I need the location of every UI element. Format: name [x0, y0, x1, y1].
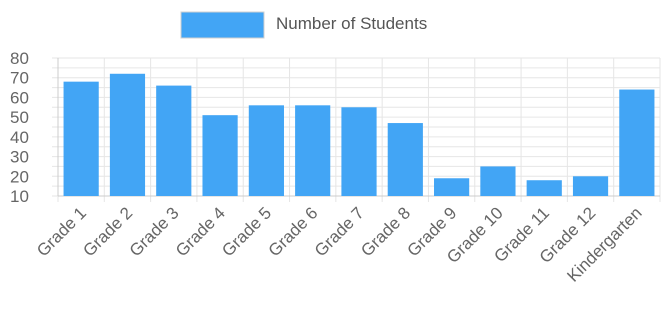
x-tick-label: Grade 2	[79, 203, 136, 260]
legend-label-number-of-students: Number of Students	[276, 14, 427, 33]
y-tick-label: 80	[10, 49, 29, 68]
y-tick-label: 70	[10, 69, 29, 88]
y-tick-label: 50	[10, 108, 29, 127]
bar-grade-11[interactable]	[526, 180, 562, 196]
bar-kindergarten[interactable]	[619, 89, 655, 196]
chart-bars	[63, 73, 655, 196]
x-tick-label: Grade 6	[265, 203, 322, 260]
x-tick-label: Grade 1	[33, 203, 90, 260]
x-tick-label: Grade 7	[311, 203, 368, 260]
y-tick-label: 60	[10, 88, 29, 107]
chart-legend[interactable]: Number of Students	[180, 11, 427, 39]
bar-grade-5[interactable]	[248, 105, 284, 196]
x-tick-label: Grade 5	[218, 203, 275, 260]
bar-grade-7[interactable]	[341, 107, 377, 196]
y-tick-label: 20	[10, 167, 29, 186]
bar-grade-10[interactable]	[480, 166, 516, 196]
x-tick-label: Grade 8	[357, 203, 414, 260]
y-tick-label: 30	[10, 148, 29, 167]
bar-grade-4[interactable]	[202, 115, 238, 196]
bar-grade-3[interactable]	[156, 85, 192, 196]
y-tick-label: 40	[10, 128, 29, 147]
legend-swatch	[180, 11, 265, 39]
bar-grade-2[interactable]	[109, 73, 146, 196]
x-tick-label: Grade 4	[172, 203, 229, 260]
bar-grade-8[interactable]	[387, 123, 423, 196]
bar-grade-12[interactable]	[572, 176, 609, 196]
bar-grade-6[interactable]	[295, 105, 331, 196]
y-tick-label: 10	[10, 187, 29, 206]
bar-grade-9[interactable]	[434, 178, 470, 196]
bar-grade-1[interactable]	[63, 81, 99, 196]
x-tick-label: Grade 3	[126, 203, 183, 260]
